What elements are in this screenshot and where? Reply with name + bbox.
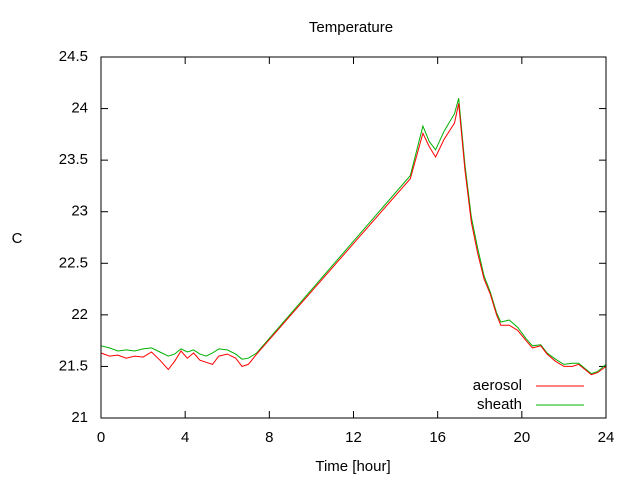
axis-ticks: 21 21.5 22 22.5 23 23.5 24 24.5 0 4 8 12 16 20 24	[59, 48, 615, 446]
series-line-aerosol	[100, 103, 607, 376]
y-axis-label: C	[12, 230, 23, 247]
legend: aerosol sheath	[473, 377, 584, 413]
x-tick-label: 20	[513, 429, 530, 446]
y-tick-label: 22	[71, 306, 88, 323]
chart-title: Temperature	[309, 19, 393, 36]
x-tick-label: 4	[181, 429, 189, 446]
series-line-sheath	[100, 98, 607, 375]
legend-label-sheath: sheath	[477, 396, 522, 413]
x-axis-label: Time [hour]	[315, 458, 390, 475]
x-tick-label: 24	[598, 429, 615, 446]
y-tick-label: 24.5	[59, 48, 88, 65]
x-tick-label: 0	[97, 429, 105, 446]
y-tick-label: 21.5	[59, 357, 88, 374]
y-tick-label: 23.5	[59, 151, 88, 168]
x-tick-label: 12	[345, 429, 362, 446]
x-tick-label: 16	[429, 429, 446, 446]
y-tick-label: 22.5	[59, 254, 88, 271]
x-tick-label: 8	[265, 429, 273, 446]
plot-frame	[100, 56, 607, 419]
legend-label-aerosol: aerosol	[473, 377, 522, 394]
series-lines	[100, 98, 607, 376]
y-tick-label: 21	[71, 409, 88, 426]
y-tick-label: 24	[71, 100, 88, 117]
y-tick-label: 23	[71, 203, 88, 220]
